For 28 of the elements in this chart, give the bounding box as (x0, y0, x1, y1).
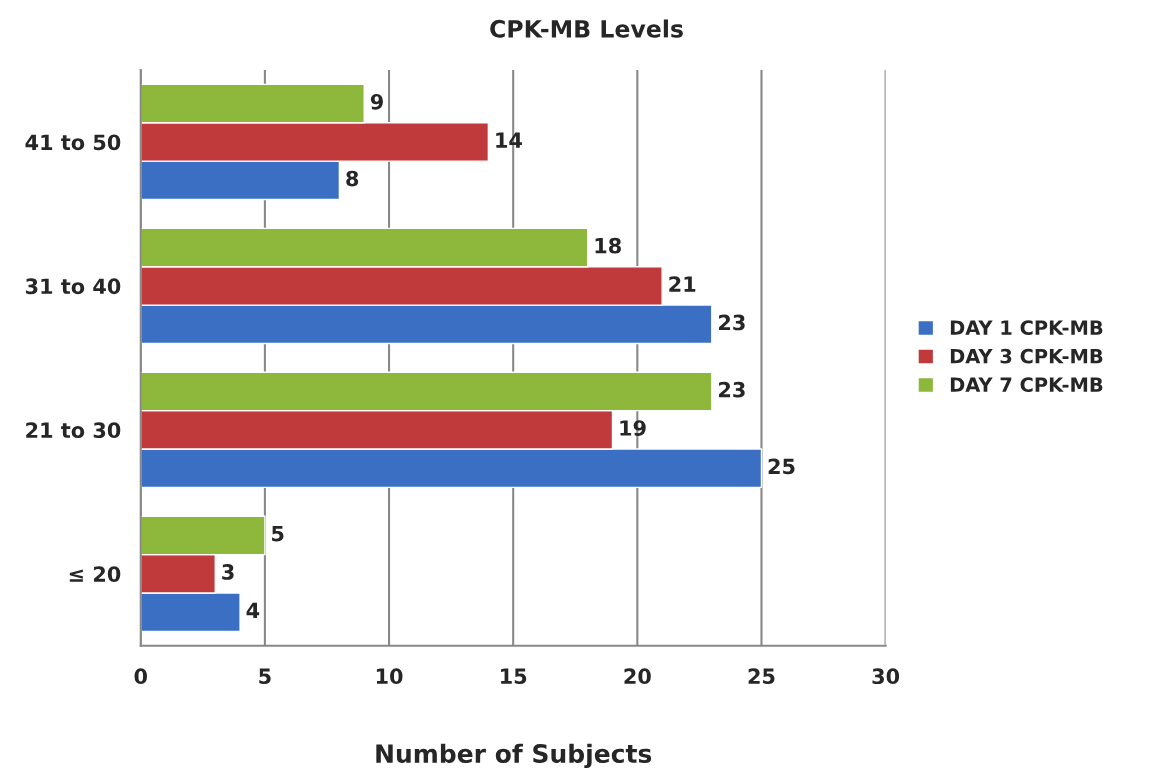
x-tick-label: 10 (376, 668, 403, 685)
legend-label: DAY 7 CPK-MB (950, 377, 1103, 393)
data-label: 18 (595, 237, 621, 254)
data-label: 23 (719, 381, 745, 398)
data-label: 21 (669, 276, 696, 292)
x-tick-label: 30 (872, 668, 900, 685)
data-label: 5 (272, 525, 284, 542)
y-tick-label: 41 to 50 (25, 134, 121, 151)
chart-title: CPK-MB Levels (490, 19, 683, 38)
x-tick-label: 20 (624, 668, 651, 685)
data-label: 23 (719, 314, 745, 331)
data-label: 3 (222, 564, 234, 580)
x-axis-title: Number of Subjects (376, 743, 652, 769)
data-label: 14 (496, 132, 522, 148)
data-label: 19 (620, 420, 646, 436)
y-tick-label: 21 to 30 (26, 422, 121, 439)
legend-label: DAY 1 CPK-MB (950, 320, 1103, 335)
data-label: 4 (246, 602, 260, 618)
x-tick-label: 0 (134, 668, 148, 685)
y-tick-label: 31 to 40 (25, 278, 121, 295)
data-label: 25 (768, 458, 795, 475)
data-label: 9 (370, 93, 383, 110)
data-label: 8 (346, 170, 359, 187)
x-tick-label: 15 (501, 668, 527, 685)
y-tick-label: ≤ 20 (69, 566, 121, 582)
legend-label: DAY 3 CPK-MB (950, 348, 1103, 364)
x-tick-label: 25 (748, 668, 775, 685)
x-tick-label: 5 (259, 668, 271, 685)
